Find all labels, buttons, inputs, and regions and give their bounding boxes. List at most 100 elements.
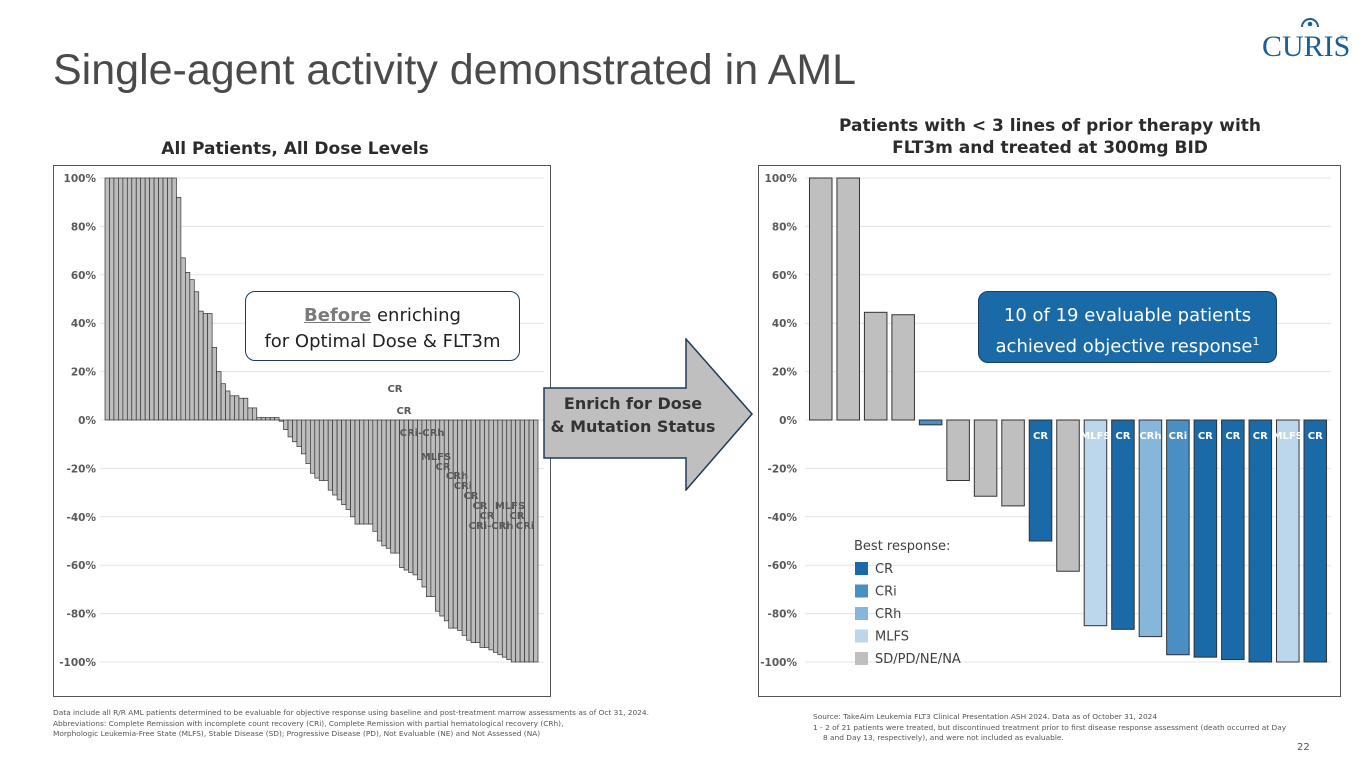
right-ytick-label: 100%: [765, 173, 798, 185]
left-response-label: CR: [396, 406, 411, 417]
left-bar: [180, 257, 186, 421]
right-ytick-label: 80%: [772, 221, 798, 233]
left-response-label: CRi-CRh: [469, 521, 514, 532]
left-footnote-line2: Abbreviations: Complete Remission with i…: [53, 718, 564, 728]
right-bar-label: CR: [1198, 431, 1213, 442]
left-bar: [336, 419, 342, 501]
left-bar: [345, 419, 351, 510]
right-ytick-label: 0%: [779, 415, 797, 427]
left-bar: [528, 419, 534, 663]
right-ytick-label: 20%: [772, 367, 798, 379]
left-bar: [479, 419, 485, 648]
left-bar: [305, 419, 311, 464]
left-bar: [457, 419, 463, 631]
left-footnote-line1: Data include all R/R AML patients determ…: [53, 708, 649, 717]
right-bar: [1083, 419, 1108, 627]
left-response-label: CRi: [516, 521, 534, 532]
callout-emphasis: Before: [304, 305, 372, 326]
left-bar: [426, 419, 432, 598]
left-response-label: CR: [509, 511, 524, 522]
left-footnote: Data include all R/R AML patients determ…: [53, 708, 753, 740]
legend-swatch: [855, 607, 868, 620]
left-bar: [122, 177, 128, 421]
left-ytick-label: -20%: [67, 463, 97, 475]
left-bar: [229, 395, 235, 421]
left-bar: [515, 419, 521, 663]
footnote-marker: 1: [1252, 335, 1260, 348]
left-bar: [412, 419, 418, 576]
left-bar: [274, 417, 280, 421]
left-bar: [167, 177, 173, 421]
right-footnote-line3: 8 and Day 13, respectively), and were no…: [823, 733, 1064, 743]
enrich-arrow-label: Enrich for Dose & Mutation Status: [548, 392, 718, 438]
left-bar: [234, 395, 240, 421]
left-bar: [354, 419, 360, 525]
left-bar: [443, 419, 450, 622]
logo-arc-icon: [1301, 18, 1319, 28]
right-bar: [1138, 419, 1163, 638]
right-bar-label: MLFS: [1080, 431, 1110, 442]
left-waterfall-chart: 100% 80% 60% 40% 20% 0% -20% -40% -60% -80% -100% C…: [59, 173, 544, 669]
response-callout-line1: 10 of 19 evaluable patients: [1003, 305, 1252, 326]
left-bar: [251, 407, 258, 421]
left-response-label: CR: [463, 491, 478, 502]
right-chart-title: Patients with < 3 lines of prior therapy…: [790, 115, 1310, 159]
left-bar: [158, 177, 164, 421]
right-bar: [946, 419, 970, 481]
left-ytick-label: 20%: [71, 367, 97, 379]
right-bar-label: MLFS: [1273, 431, 1303, 442]
left-bar: [327, 419, 334, 491]
left-bar: [484, 419, 490, 648]
right-bar: [1001, 419, 1025, 507]
right-bar: [863, 311, 888, 421]
left-footnote-line3: Morphologic Leukemia-Free State (MLFS), …: [53, 729, 541, 739]
left-bar: [376, 419, 383, 542]
left-bar: [135, 177, 142, 421]
left-bar: [109, 177, 115, 421]
left-bar: [318, 419, 325, 481]
left-bar: [497, 419, 503, 656]
right-bar: [1111, 419, 1135, 630]
right-bar-label: CR: [1225, 431, 1240, 442]
right-footnote: Source: TakeAim Leukemia FLT3 Clinical P…: [813, 712, 1333, 744]
left-bar: [216, 371, 222, 421]
legend-title: Best response:: [854, 539, 950, 554]
left-response-label: CRi-CRh: [400, 428, 445, 439]
left-bar: [332, 419, 338, 496]
left-response-label: CR: [479, 511, 494, 522]
right-chart-title-line2: FLT3m and treated at 300mg BID: [892, 138, 1208, 158]
left-bar: [493, 419, 499, 653]
left-bar: [140, 177, 146, 421]
left-bar: [176, 197, 182, 421]
left-bar: [533, 419, 539, 663]
left-response-label: MLFS: [495, 501, 525, 512]
left-bar: [247, 407, 253, 421]
left-bar: [189, 279, 195, 421]
left-bar: [238, 397, 244, 421]
left-bar: [185, 272, 191, 421]
legend-swatch: [855, 562, 868, 575]
before-enriching-callout: Before enriching for Optimal Dose & FLT3…: [245, 291, 520, 361]
right-chart: 100% 80% 60% 40% 20% 0% -20% -40% -60% -80% -100% C…: [758, 165, 1341, 697]
left-bar: [256, 417, 262, 421]
left-bar: [131, 177, 137, 421]
left-chart: 100% 80% 60% 40% 20% 0% -20% -40% -60% -80% -100% C…: [53, 165, 551, 697]
right-bar: [1276, 419, 1300, 663]
left-bar: [171, 177, 177, 421]
left-bar: [417, 419, 423, 581]
legend-swatch: [855, 652, 868, 665]
left-bar: [510, 419, 517, 663]
left-bar: [118, 177, 124, 421]
right-bar: [1193, 419, 1218, 658]
right-bar: [836, 177, 860, 421]
right-bar: [918, 419, 943, 426]
left-bar: [314, 419, 320, 479]
right-chart-title-line1: Patients with < 3 lines of prior therapy…: [838, 116, 1262, 136]
right-bar: [1303, 419, 1328, 663]
left-bar: [296, 419, 302, 447]
left-bar: [149, 177, 155, 421]
arrow-line2: & Mutation Status: [550, 417, 716, 436]
legend-label: SD/PD/NE/NA: [875, 652, 961, 667]
right-ytick-label: 60%: [772, 270, 798, 282]
right-waterfall-chart: 100% 80% 60% 40% 20% 0% -20% -40% -60% -80% -100% C…: [760, 173, 1331, 669]
